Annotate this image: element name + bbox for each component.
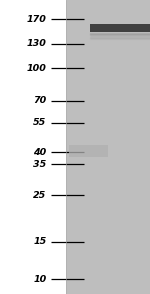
Text: 10: 10: [33, 275, 46, 284]
Bar: [0, 0, 66, 294]
Text: 15: 15: [33, 238, 46, 246]
Text: 55: 55: [33, 118, 46, 127]
Bar: [90, 24, 150, 32]
Text: 40: 40: [33, 148, 46, 156]
Text: 170: 170: [27, 15, 46, 24]
Bar: [66, 0, 150, 294]
Text: 70: 70: [33, 96, 46, 105]
Text: 130: 130: [27, 39, 46, 49]
Text: 100: 100: [27, 64, 46, 73]
Text: 35: 35: [33, 160, 46, 169]
Bar: [69, 146, 108, 157]
Text: 25: 25: [33, 191, 46, 200]
